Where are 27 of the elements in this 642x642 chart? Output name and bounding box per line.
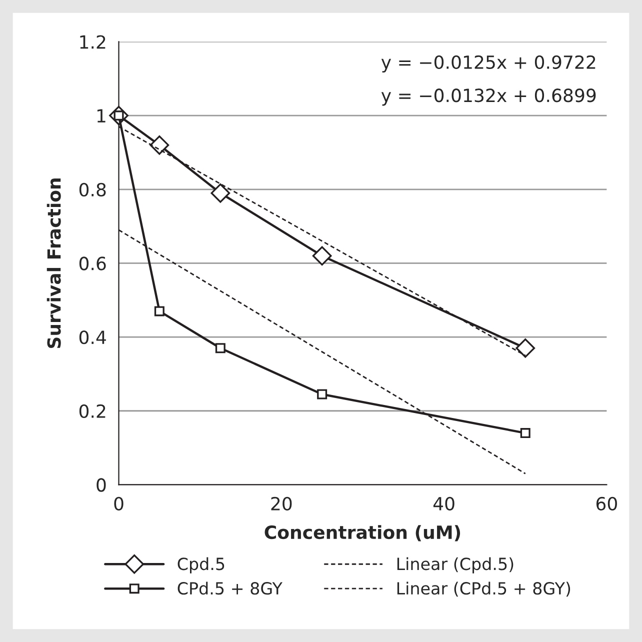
x-tick-label: 20 (271, 496, 292, 510)
y-tick-label: 0 (96, 478, 106, 492)
point (154, 306, 164, 316)
annotation: y = −0.0125x + 0.9722 (381, 55, 596, 72)
point (516, 338, 536, 358)
y-tick-label: 0.8 (79, 182, 106, 197)
y-tick-label: 0.4 (79, 330, 106, 344)
point (317, 389, 328, 400)
legend-label: Cpd.5 (178, 557, 224, 574)
point (210, 183, 230, 203)
y-tick-label: 0.2 (79, 404, 106, 418)
legend-label: Linear (Cpd.5) (397, 557, 514, 574)
point (150, 135, 170, 155)
point (312, 246, 332, 266)
y-tick-label: 1.2 (80, 35, 106, 49)
point (215, 343, 226, 354)
annotation: y = −0.0132x + 0.6899 (381, 88, 596, 106)
x-tick-label: 60 (596, 496, 617, 510)
legend-label: Linear (CPd.5 + 8GY) (397, 582, 570, 597)
x-axis-title: Concentration (uM) (264, 525, 460, 542)
y-axis-title: Survival Fraction (46, 178, 61, 348)
point (520, 428, 530, 438)
x-tick-label: 0 (114, 496, 124, 510)
y-tick-label: 1 (97, 109, 106, 122)
y-tick-label: 0.6 (79, 256, 106, 270)
x-tick-label: 40 (433, 496, 454, 510)
legend-label: CPd.5 + 8GY (178, 582, 282, 595)
